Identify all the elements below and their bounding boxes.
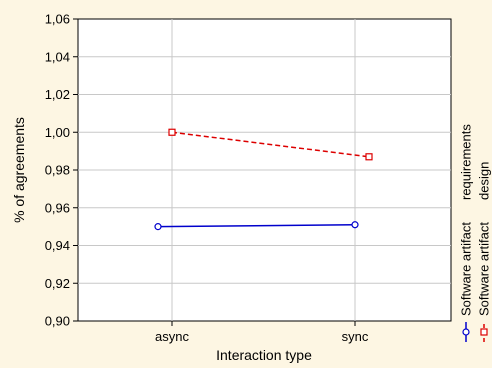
y-tick-label: 1,02 [45, 87, 70, 102]
y-tick-label: 0,94 [45, 238, 70, 253]
x-tick-label: sync [342, 329, 369, 344]
y-tick-label: 1,00 [45, 125, 70, 140]
legend-swatch-marker [480, 328, 488, 336]
series-line [171, 131, 370, 158]
data-point [365, 153, 373, 161]
series-line [157, 223, 356, 228]
series-lines [154, 128, 373, 231]
data-point [351, 221, 359, 229]
legend-label-line2: requirements [459, 124, 474, 200]
x-axis-ticks: async sync [155, 321, 369, 344]
legend-item: Software artifact requirements [459, 124, 474, 342]
y-tick-label: 1,04 [45, 49, 70, 64]
grid-lines [78, 19, 451, 321]
y-tick-label: 0,92 [45, 276, 70, 291]
legend-swatch-marker [462, 328, 470, 336]
x-tick-label: async [155, 329, 189, 344]
legend-item: Software artifact design [477, 162, 492, 342]
y-tick-label: 0,90 [45, 314, 70, 329]
data-point [154, 223, 162, 231]
legend-label-line1: Software artifact [477, 222, 492, 316]
x-axis-title: Interaction type [216, 347, 312, 363]
y-tick-label: 0,98 [45, 163, 70, 178]
y-axis-ticks: 0,90 0,92 0,94 0,96 0,98 1,00 1,02 1,04 1,06 [45, 12, 78, 329]
y-tick-label: 1,06 [45, 12, 70, 27]
legend-label-line1: Software artifact [459, 222, 474, 316]
legend-label-line2: design [477, 162, 492, 200]
y-axis-title: % of agreements [11, 117, 27, 223]
data-point [168, 128, 176, 136]
y-tick-label: 0,96 [45, 200, 70, 215]
